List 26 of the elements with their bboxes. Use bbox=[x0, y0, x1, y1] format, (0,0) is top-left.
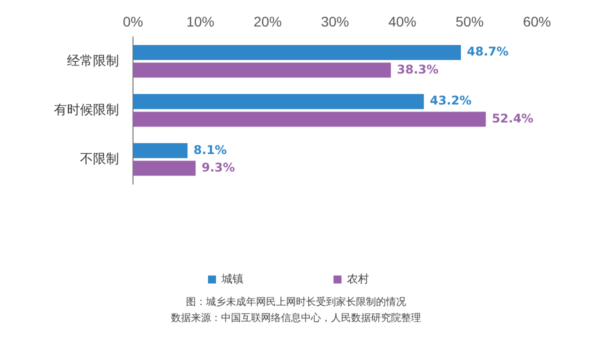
data-label: 9.3% bbox=[202, 160, 235, 174]
legend-label: 农村 bbox=[347, 272, 369, 286]
data-label: 43.2% bbox=[430, 94, 472, 108]
y-tick-label: 有时候限制 bbox=[54, 102, 119, 117]
bar bbox=[133, 143, 188, 158]
source-note: 数据来源：中国互联网络信息中心，人民数据研究院整理 bbox=[170, 312, 422, 326]
bar bbox=[133, 160, 196, 176]
data-label: 8.1% bbox=[194, 142, 227, 157]
data-label: 48.7% bbox=[466, 44, 509, 59]
x-tick-label: 0% bbox=[122, 13, 144, 30]
bar bbox=[133, 94, 424, 110]
x-tick-label: 10% bbox=[186, 13, 214, 30]
data-label: 38.3% bbox=[396, 62, 439, 76]
bar bbox=[133, 112, 486, 127]
y-tick-label: 不限制 bbox=[80, 151, 119, 166]
x-tick-label: 50% bbox=[456, 13, 484, 30]
legend-label: 城镇 bbox=[220, 272, 244, 286]
x-tick-label: 30% bbox=[320, 13, 350, 30]
x-tick-label: 20% bbox=[254, 13, 282, 30]
bar bbox=[133, 44, 461, 60]
data-label: 52.4% bbox=[492, 111, 534, 126]
text: 图：城乡未成年网民上网时长受到家长限制的情况 bbox=[185, 296, 407, 310]
y-tick-label: 经常限制 bbox=[67, 52, 119, 68]
x-tick-label: 40% bbox=[388, 13, 416, 30]
bar bbox=[133, 62, 391, 78]
x-tick-label: 60% bbox=[522, 13, 552, 30]
